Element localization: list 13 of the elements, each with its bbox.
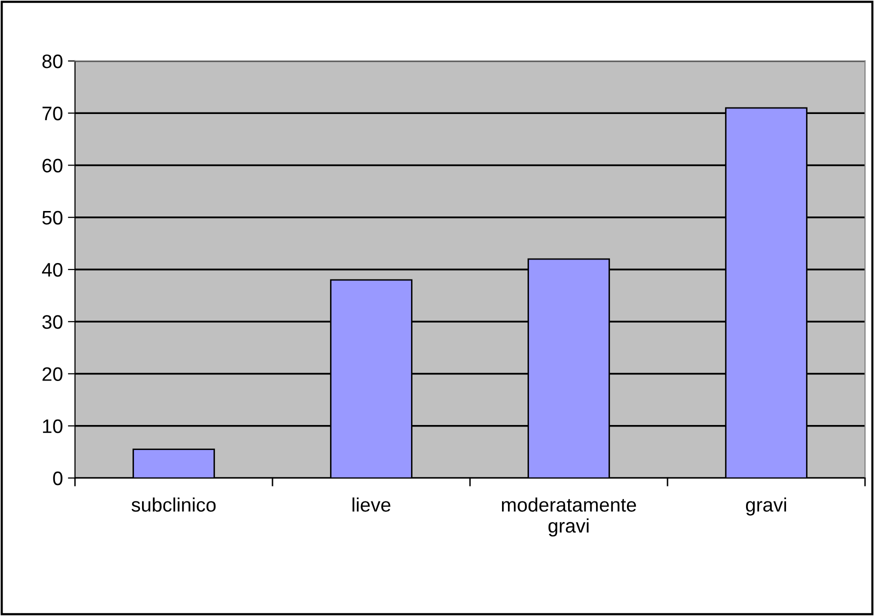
y-tick-label: 10 (43, 419, 62, 434)
y-tick-label: 80 (42, 54, 62, 68)
x-tick-label: lieve (352, 497, 390, 512)
y-tick-label: 50 (42, 210, 62, 225)
x-tick-label: gravi (746, 497, 786, 516)
y-tick-label: 40 (42, 262, 62, 277)
x-tick-label: moderatamente gravi (502, 497, 636, 537)
y-tick-label: 70 (42, 106, 62, 120)
y-tick-label: 0 (53, 471, 62, 486)
x-tick-label: subclinico (132, 497, 216, 512)
y-tick-label: 30 (42, 315, 62, 329)
y-tick-label: 20 (42, 367, 62, 381)
y-tick-label: 60 (42, 158, 62, 172)
